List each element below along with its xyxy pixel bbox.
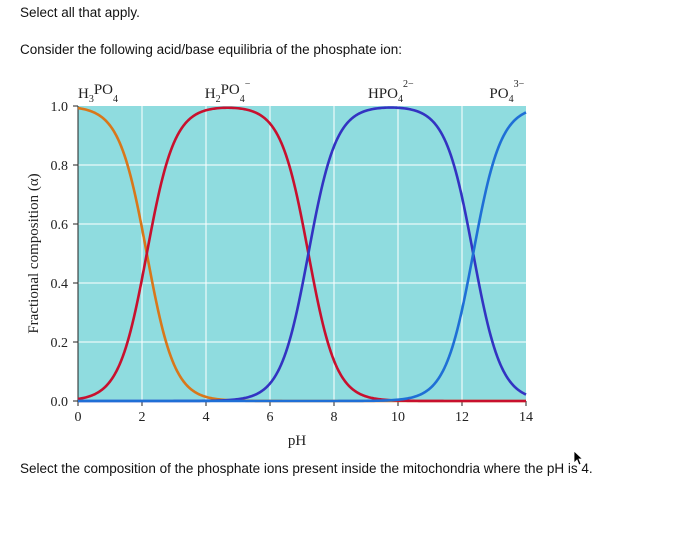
x-tick-label: 8 <box>331 410 338 425</box>
x-tick-label: 2 <box>139 410 146 425</box>
x-tick-label: 4 <box>203 410 210 425</box>
question-prompt: Consider the following acid/base equilib… <box>20 42 403 57</box>
plot-area <box>78 106 526 401</box>
curve-h2po4 <box>77 106 526 403</box>
curve-po4 <box>78 111 527 403</box>
question-text: Select the composition of the phosphate … <box>20 461 593 476</box>
label-hpo4: HPO42− <box>368 79 414 105</box>
label-h2po4: H2PO4− <box>205 79 251 105</box>
x-tick-label: 0 <box>75 410 82 425</box>
x-tick-label: 6 <box>267 410 274 425</box>
x-axis-label: pH <box>288 433 307 449</box>
y-axis-label: Fractional composition (α) <box>26 173 42 333</box>
y-tick-label: 1.0 <box>51 100 69 115</box>
y-tick-label: 0.4 <box>51 277 69 292</box>
x-tick-label: 14 <box>519 410 533 425</box>
y-tick-label: 0.0 <box>51 395 69 410</box>
x-tick-label: 12 <box>455 410 469 425</box>
y-tick-label: 0.6 <box>51 218 69 233</box>
label-h3po4: H3PO4 <box>78 82 118 105</box>
mouse-cursor-icon <box>573 450 583 466</box>
instruction-text: Select all that apply. <box>20 5 140 20</box>
label-po4: PO43− <box>489 79 524 105</box>
phosphate-fraction-chart: 0.0 0.2 0.4 0.6 0.8 1.0 0 2 4 6 8 10 12 14 pH Fractiona… <box>26 79 533 449</box>
y-tick-label: 0.2 <box>51 336 69 351</box>
y-tick-label: 0.8 <box>51 159 69 174</box>
x-tick-label: 10 <box>391 410 405 425</box>
